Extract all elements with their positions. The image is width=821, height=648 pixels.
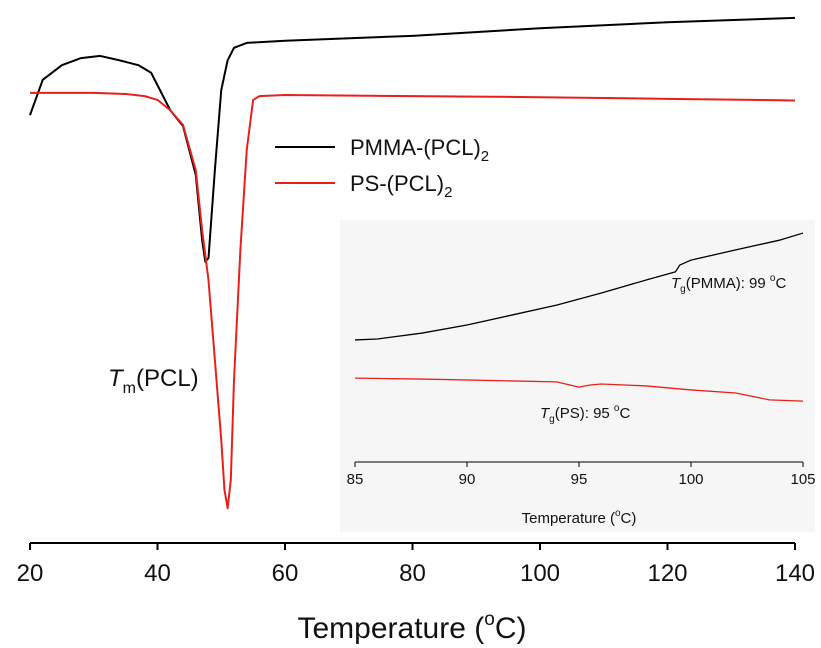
x-tick-label: 120 xyxy=(647,560,687,587)
annotation-part: (PMMA): 99 xyxy=(686,275,770,292)
x-tick-label: 105 xyxy=(790,471,815,488)
x-axis-title-part: C) xyxy=(495,612,527,645)
annotation-part: (PS): 95 xyxy=(555,405,614,422)
annotation-part: T xyxy=(540,405,551,422)
inset-annotation: Tg(PMMA): 99 oC xyxy=(671,273,786,295)
legend-entry: PMMA-(PCL)2 xyxy=(350,135,489,165)
line-series xyxy=(29,16,796,263)
x-tick-label: 85 xyxy=(347,471,364,488)
inset-x-axis-title-part: Temperature ( xyxy=(522,510,615,527)
annotation-sub: m xyxy=(123,380,136,397)
annotation-sub: g xyxy=(680,284,686,295)
annotation-part: T xyxy=(108,365,125,392)
x-tick-label: 80 xyxy=(399,560,426,587)
x-axis-title-part: Temperature ( xyxy=(298,612,485,645)
annotation-sup: o xyxy=(614,403,620,414)
annotation-sub: g xyxy=(549,414,555,425)
annotation: Tm(PCL) xyxy=(108,365,199,397)
legend-entry: PS-(PCL)2 xyxy=(350,171,452,201)
x-tick-label: 140 xyxy=(775,560,815,587)
legend-label: PMMA-(PCL) xyxy=(350,135,481,160)
line-series xyxy=(354,377,804,402)
x-tick-label: 20 xyxy=(17,560,44,587)
legend-label: PS-(PCL) xyxy=(350,171,444,196)
x-tick-label: 40 xyxy=(144,560,171,587)
plot-layer: 20 40 60 80 100 120 140 85 90 95 100 105 xyxy=(17,16,816,587)
x-tick-label: 60 xyxy=(272,560,299,587)
inset-x-axis-title-part: C) xyxy=(621,510,637,527)
x-axis-title: Temperature (oC) xyxy=(298,609,527,645)
inset-x-axis-title: Temperature (oC) xyxy=(522,508,637,527)
x-tick-label: 90 xyxy=(459,471,476,488)
line-series xyxy=(354,232,804,341)
x-axis-title-sup: o xyxy=(484,609,495,630)
x-tick-label: 100 xyxy=(520,560,560,587)
inset-background xyxy=(340,220,815,532)
x-tick-label: 100 xyxy=(678,471,703,488)
legend-label-sub: 2 xyxy=(481,148,489,165)
inset-annotation: Tg(PS): 95 oC xyxy=(540,403,630,425)
inset-x-axis-title-sup: o xyxy=(615,508,621,519)
annotation-part: C xyxy=(619,405,630,422)
annotation-part: T xyxy=(671,275,682,292)
legend-label-sub: 2 xyxy=(444,184,452,201)
x-tick-label: 95 xyxy=(571,471,588,488)
annotation-part: (PCL) xyxy=(136,365,199,392)
line-series xyxy=(30,91,796,510)
annotation-sup: o xyxy=(770,273,776,284)
annotation-part: C xyxy=(775,275,786,292)
